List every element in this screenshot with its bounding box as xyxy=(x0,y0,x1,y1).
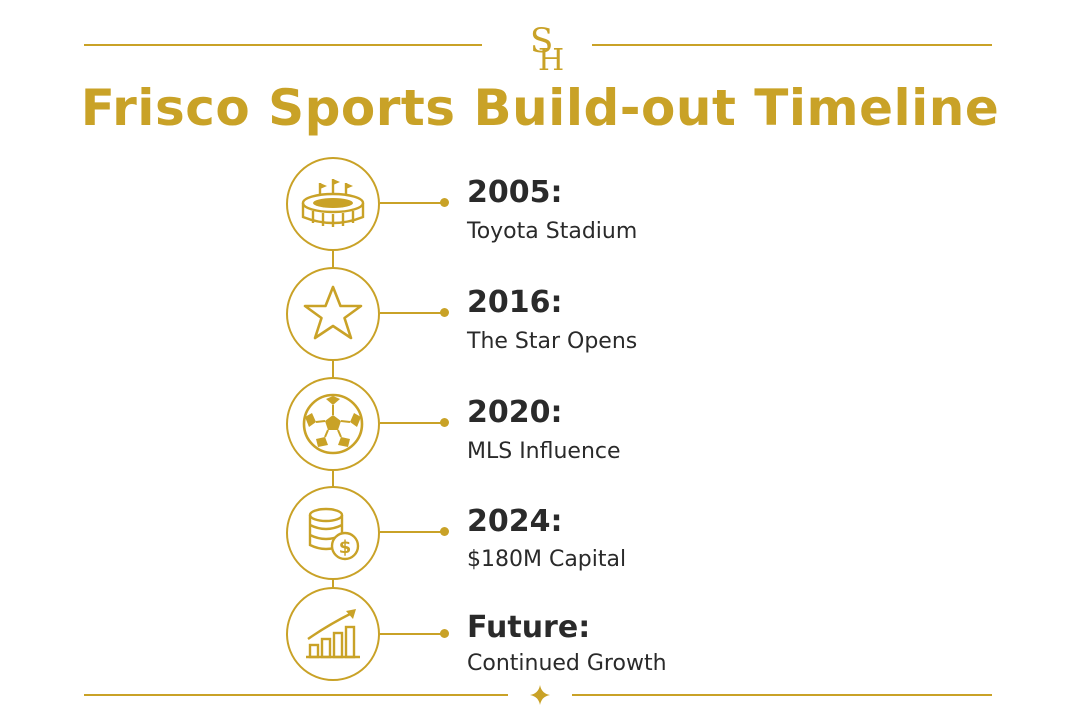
timeline-label: MLS Influence xyxy=(467,439,621,464)
star-icon xyxy=(303,285,363,340)
timeline-dot xyxy=(440,527,449,536)
soccer-ball-icon xyxy=(302,393,364,455)
timeline-year: 2016: xyxy=(467,285,563,320)
timeline-dot xyxy=(440,418,449,427)
timeline-label: Toyota Stadium xyxy=(467,219,638,244)
stadium-icon xyxy=(301,179,365,227)
timeline-node-2024: $ xyxy=(286,486,380,580)
timeline-label: Continued Growth xyxy=(467,651,667,676)
timeline-node-2005 xyxy=(286,157,380,251)
svg-text:$: $ xyxy=(339,537,352,558)
timeline-connector xyxy=(380,422,442,424)
header-rule-right xyxy=(592,44,992,46)
timeline-node-2020 xyxy=(286,377,380,471)
timeline-node-2016 xyxy=(286,267,380,361)
footer-rule-right xyxy=(572,694,992,696)
coins-dollar-icon: $ xyxy=(308,507,360,561)
timeline-dot xyxy=(440,308,449,317)
timeline-connector xyxy=(380,531,442,533)
sh-monogram-icon: S H xyxy=(530,21,564,78)
sparkle-icon xyxy=(530,685,550,705)
growth-chart-icon xyxy=(306,609,360,659)
timeline-node-future xyxy=(286,587,380,681)
timeline-year: 2005: xyxy=(467,175,563,210)
timeline-year: 2024: xyxy=(467,504,563,539)
timeline-label: The Star Opens xyxy=(467,329,638,354)
footer-rule-left xyxy=(84,694,508,696)
timeline-connector xyxy=(380,633,442,635)
svg-text:H: H xyxy=(538,43,564,78)
page-title: Frisco Sports Build-out Timeline xyxy=(80,79,1000,137)
timeline-connector xyxy=(380,202,442,204)
timeline-dot xyxy=(440,198,449,207)
timeline-dot xyxy=(440,629,449,638)
header-rule-left xyxy=(84,44,482,46)
timeline-connector xyxy=(380,312,442,314)
timeline-year: 2020: xyxy=(467,395,563,430)
timeline-label: $180M Capital xyxy=(467,547,627,572)
timeline-year: Future: xyxy=(467,610,591,645)
monogram-logo: S H xyxy=(500,12,580,78)
svg-text:S: S xyxy=(530,21,553,61)
